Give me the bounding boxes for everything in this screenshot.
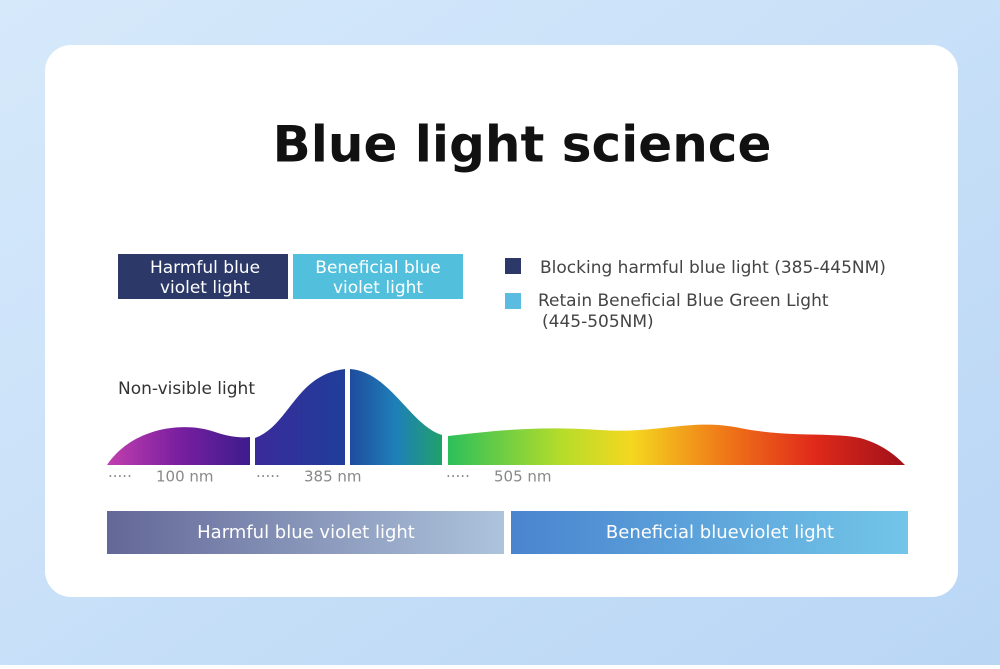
spectrum-segment (255, 369, 345, 465)
marker-dots: ····· (108, 468, 132, 486)
tag-box (293, 254, 463, 299)
legend-text: Retain Beneficial Blue Green Light (538, 291, 829, 311)
band-label: Beneficial blueviolet light (606, 522, 834, 543)
tag-text: Beneficial blue (315, 258, 440, 278)
marker-dots: ····· (256, 468, 280, 486)
spectrum-label: Non-visible light (118, 379, 255, 399)
tag-text: violet light (160, 278, 250, 298)
legend-text: (445-505NM) (542, 312, 654, 332)
band (107, 511, 504, 554)
spectrum-segment (350, 369, 442, 465)
tag-box (118, 254, 288, 299)
title: Blue light science (273, 116, 772, 174)
legend-text: Blocking harmful blue light (385-445NM) (540, 258, 886, 278)
legend-swatch (505, 293, 521, 309)
band-label: Harmful blue violet light (197, 522, 415, 543)
marker-label: 100 nm (156, 468, 214, 486)
marker-dots: ····· (446, 468, 470, 486)
band (511, 511, 908, 554)
spectrum-segment (107, 427, 250, 465)
legend-swatch (505, 258, 521, 274)
tag-text: Harmful blue (150, 258, 260, 278)
spectrum-segment (448, 424, 905, 465)
tag-text: violet light (333, 278, 423, 298)
marker-label: 505 nm (494, 468, 552, 486)
marker-label: 385 nm (304, 468, 362, 486)
